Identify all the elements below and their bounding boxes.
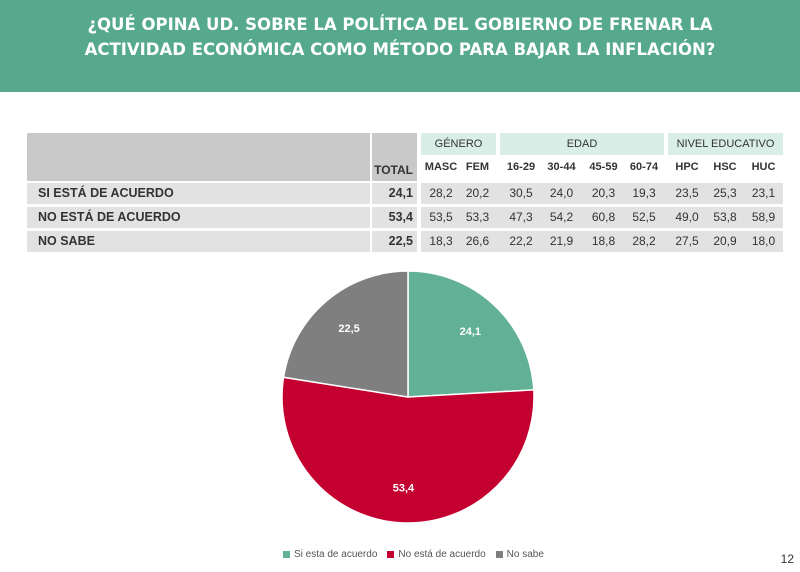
column-header: 60-74 — [629, 161, 659, 173]
legend-swatch — [495, 551, 503, 558]
column-header: HSC — [713, 161, 737, 173]
table-cell: 18,8 — [591, 234, 616, 248]
column-header: MASC — [424, 161, 458, 173]
row-background — [421, 231, 783, 252]
title-line-1: ¿QUÉ OPINA UD. SOBRE LA POLÍTICA DEL GOB… — [87, 15, 713, 34]
table-cell: 22,2 — [509, 234, 533, 248]
table-cell: 21,9 — [549, 234, 574, 248]
row-total: 22,5 — [372, 231, 417, 252]
table-cell: 47,3 — [509, 210, 533, 224]
table-cell: 52,5 — [632, 210, 656, 224]
table-cell: 19,3 — [632, 186, 656, 200]
group-header-genero: GÉNERO — [421, 133, 496, 155]
table-cell: 26,6 — [465, 234, 490, 248]
column-header: FEM — [465, 161, 490, 173]
table-cell: 18,0 — [751, 234, 776, 248]
pie-slice-si-esta-de-acuerdo — [407, 270, 535, 398]
legend-label: No está de acuerdo — [398, 549, 486, 560]
table-cell: 58,9 — [751, 210, 776, 224]
pie-slice-no-sabe — [282, 270, 409, 398]
table-cell: 28,2 — [429, 186, 453, 200]
table-cell: 53,8 — [713, 210, 737, 224]
group-header-edad: EDAD — [500, 133, 664, 155]
table-cell: 53,3 — [465, 210, 490, 224]
legend-swatch — [283, 551, 290, 558]
table-cell: 18,3 — [429, 234, 453, 248]
legend-swatch — [387, 551, 395, 558]
table-cell: 27,5 — [675, 234, 699, 248]
column-header: 16-29 — [506, 161, 536, 173]
page-number: 12 — [780, 552, 794, 566]
table-cell: 20,3 — [591, 186, 616, 200]
title-line-2: ACTIVIDAD ECONÓMICA COMO MÉTODO PARA BAJ… — [84, 40, 716, 59]
table-cell: 23,1 — [751, 186, 776, 200]
row-total: 53,4 — [372, 207, 417, 228]
table-cell: 25,3 — [713, 186, 737, 200]
row-background — [421, 183, 783, 204]
table-cell: 24,0 — [549, 186, 574, 200]
table-cell: 23,5 — [675, 186, 699, 200]
table-cell: 53,5 — [429, 210, 453, 224]
legend-label: No sabe — [506, 549, 544, 560]
total-header: TOTAL — [372, 133, 417, 181]
row-label: SI ESTÁ DE ACUERDO — [27, 183, 370, 204]
page-title: ¿QUÉ OPINA UD. SOBRE LA POLÍTICA DEL GOB… — [40, 12, 760, 62]
table-cell: 20,2 — [465, 186, 490, 200]
table-header-blank — [27, 133, 370, 181]
pie-data-label: 24,1 — [460, 326, 481, 338]
title-banner: ¿QUÉ OPINA UD. SOBRE LA POLÍTICA DEL GOB… — [0, 0, 800, 92]
legend-item-ns: No sabe — [495, 549, 544, 560]
table-cell: 20,9 — [713, 234, 737, 248]
column-header: HPC — [675, 161, 699, 173]
legend-label: Si esta de acuerdo — [294, 549, 378, 560]
group-header-nivel-educativo: NIVEL EDUCATIVO — [668, 133, 783, 155]
table-cell: 30,5 — [509, 186, 533, 200]
pie-slice-no-esta-de-acuerdo — [281, 376, 535, 524]
row-background — [421, 207, 783, 228]
row-label: NO ESTÁ DE ACUERDO — [27, 207, 370, 228]
row-label: NO SABE — [27, 231, 370, 252]
row-total: 24,1 — [372, 183, 417, 204]
column-header: 30-44 — [547, 161, 576, 173]
table-cell: 54,2 — [549, 210, 574, 224]
legend-item-no: No está de acuerdo — [387, 549, 486, 560]
legend-item-si: Si esta de acuerdo — [283, 549, 377, 560]
table-cell: 60,8 — [591, 210, 616, 224]
column-header: 45-59 — [589, 161, 618, 173]
chart-legend: Si esta de acuerdo No está de acuerdo No… — [283, 549, 554, 560]
table-cell: 49,0 — [675, 210, 699, 224]
column-header: HUC — [751, 161, 776, 173]
pie-data-label: 22,5 — [338, 323, 359, 335]
pie-data-label: 53,4 — [393, 483, 415, 495]
table-cell: 28,2 — [632, 234, 656, 248]
